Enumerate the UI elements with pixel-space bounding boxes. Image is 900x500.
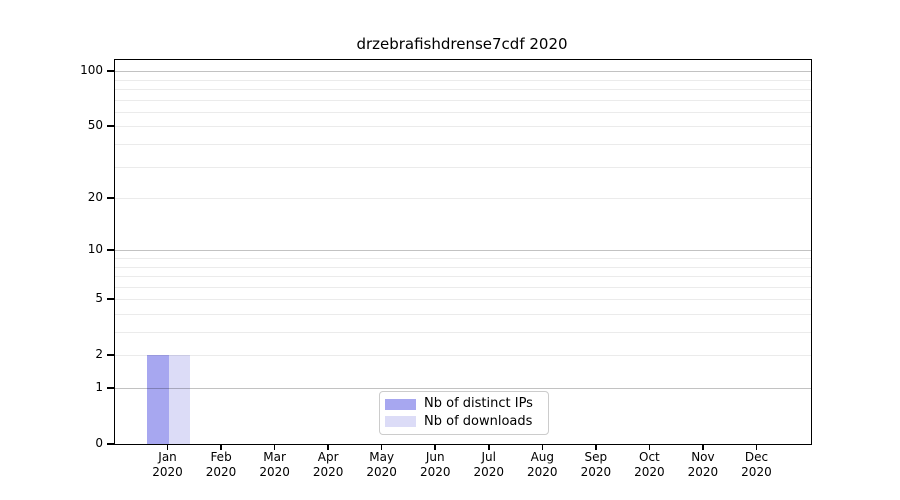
gridline-minor-5: [115, 299, 811, 301]
gridline-minor-2: [115, 355, 811, 357]
legend-row-downloads: Nb of downloads: [385, 413, 542, 429]
xtick-label-dec: Dec 2020: [741, 450, 772, 479]
legend-swatch-distinct-ips: [385, 398, 416, 410]
xtick-label-may: May 2020: [366, 450, 397, 479]
ytick-label-100: 100: [80, 63, 103, 78]
xtick-mark-apr: [327, 444, 329, 450]
gridline-minor-6: [115, 286, 811, 288]
xtick-mark-jun: [434, 444, 436, 450]
legend-swatch-downloads: [385, 416, 416, 428]
gridline-minor-9: [115, 257, 811, 259]
ytick-mark-10: [107, 249, 114, 251]
chart-title: drzebrafishdrense7cdf 2020: [356, 35, 568, 53]
ytick-mark-1: [107, 387, 114, 389]
xtick-label-sep: Sep 2020: [580, 450, 612, 479]
xtick-mark-feb: [220, 444, 222, 450]
legend: Nb of distinct IPs Nb of downloads: [379, 391, 549, 435]
gridline-major-1: [115, 388, 811, 389]
gridline-minor-3: [115, 332, 811, 333]
xtick-label-apr: Apr 2020: [312, 450, 344, 479]
ytick-label-5: 5: [95, 291, 103, 306]
ytick-mark-2: [107, 354, 114, 356]
legend-label-downloads: Nb of downloads: [424, 413, 533, 429]
gridline-minor-20: [115, 198, 811, 200]
gridline-minor-4: [115, 313, 811, 315]
legend-label-distinct-ips: Nb of distinct IPs: [424, 396, 533, 412]
ytick-label-1: 1: [95, 380, 103, 394]
gridline-minor-50: [115, 126, 811, 128]
gridline-major-100: [115, 71, 811, 73]
xtick-mark-sep: [595, 444, 597, 450]
xtick-label-nov: Nov 2020: [687, 450, 719, 479]
ytick-mark-50: [107, 125, 114, 127]
ytick-mark-0: [107, 443, 114, 445]
ytick-label-20: 20: [87, 190, 103, 205]
xtick-label-jun: Jun 2020: [419, 450, 451, 479]
xtick-mark-may: [380, 444, 383, 450]
bar-nb-of-distinct-ips-jan: [147, 355, 169, 444]
gridline-minor-40: [115, 144, 811, 145]
xtick-mark-aug: [541, 444, 544, 450]
gridline-minor-8: [115, 266, 811, 268]
ytick-label-50: 50: [87, 118, 103, 133]
gridline-major-10: [115, 250, 811, 252]
xtick-mark-oct: [648, 444, 651, 450]
bar-nb-of-downloads-jan: [168, 355, 190, 444]
xtick-label-feb: Feb 2020: [205, 450, 237, 479]
gridline-minor-60: [115, 111, 811, 113]
xtick-mark-jan: [166, 444, 169, 450]
xtick-mark-nov: [702, 444, 704, 450]
plot-area: [114, 59, 812, 445]
xtick-label-mar: Mar 2020: [259, 450, 290, 479]
xtick-label-jan: Jan 2020: [152, 450, 183, 479]
gridline-minor-70: [115, 99, 811, 101]
legend-row-distinct-ips: Nb of distinct IPs: [385, 397, 542, 411]
gridline-minor-7: [115, 276, 811, 278]
gridline-minor-30: [115, 166, 811, 168]
gridline-minor-90: [115, 79, 811, 81]
xtick-mark-jul: [488, 444, 490, 450]
ytick-label-10: 10: [87, 242, 103, 257]
xtick-label-aug: Aug 2020: [527, 450, 558, 479]
ytick-mark-5: [107, 298, 114, 300]
ytick-label-0: 0: [95, 436, 103, 450]
gridline-minor-80: [115, 89, 811, 90]
ytick-mark-100: [107, 70, 114, 72]
ytick-mark-20: [107, 197, 114, 199]
xtick-label-oct: Oct 2020: [634, 450, 665, 479]
xtick-mark-dec: [755, 444, 758, 450]
ytick-label-2: 2: [95, 347, 103, 362]
xtick-label-jul: Jul 2020: [473, 450, 505, 479]
xtick-mark-mar: [273, 444, 276, 450]
